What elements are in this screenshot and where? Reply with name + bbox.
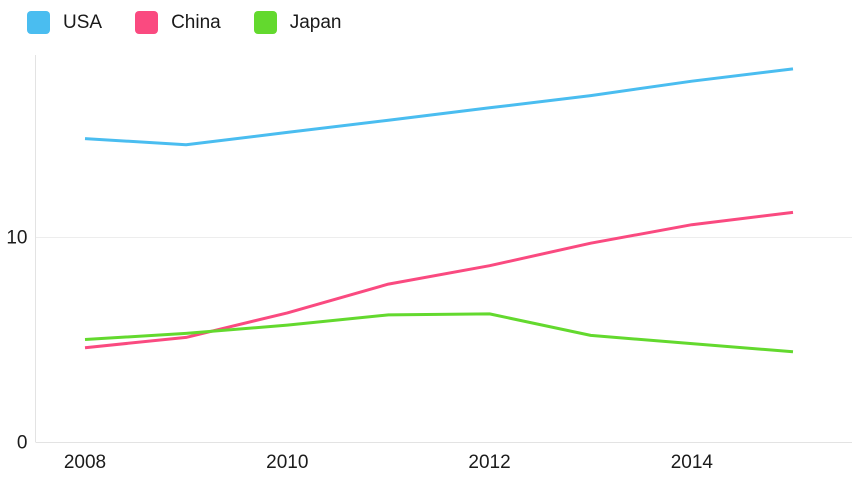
legend-item-china[interactable]: China <box>135 11 221 34</box>
x-tick-label-2012: 2012 <box>468 452 510 473</box>
legend-swatch-japan <box>253 11 277 34</box>
x-tick-label-2010: 2010 <box>266 452 308 473</box>
x-tick-label-2008: 2008 <box>64 452 106 473</box>
y-tick-label-10: 10 <box>6 228 27 249</box>
legend-item-usa[interactable]: USA <box>27 11 102 34</box>
legend-label: USA <box>63 12 103 33</box>
legend-swatch-china <box>135 11 159 34</box>
legend-item-japan[interactable]: Japan <box>253 11 342 34</box>
series-line-usa <box>84 67 794 147</box>
series-line-china <box>84 210 794 350</box>
legend-swatch-usa <box>27 11 50 34</box>
series-line-japan <box>84 312 794 354</box>
x-tick-label-2014: 2014 <box>671 452 714 473</box>
chart-legend: USA China Japan <box>27 11 375 34</box>
y-tick-label-0: 0 <box>17 433 28 454</box>
legend-label: Japan <box>289 12 342 33</box>
legend-label: China <box>171 12 221 33</box>
